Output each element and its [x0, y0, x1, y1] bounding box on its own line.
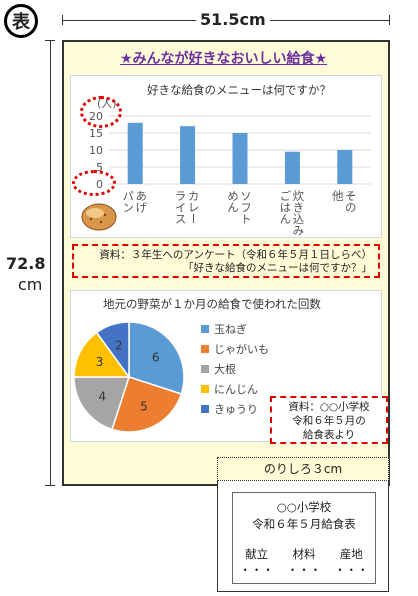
width-dim-tick-right: [389, 15, 390, 25]
height-dimension-line: [50, 40, 51, 486]
attached-school: ○○小学校: [276, 500, 332, 514]
glue-tab-label: のりしろ３cm: [263, 462, 343, 476]
bar-chart-title: 好きな給食のメニューは何ですか？: [147, 83, 331, 97]
legend-label: じゃがいも: [214, 343, 269, 356]
pie-data-label: 5: [140, 399, 148, 413]
pie-chart-title: 地元の野菜が１か月の給食で使われた回数: [103, 297, 321, 311]
legend-label: 大根: [214, 363, 236, 376]
legend-swatch: [201, 345, 209, 353]
legend-item: じゃがいも: [201, 339, 269, 359]
x-tick-label: その: [344, 190, 358, 213]
height-dim-tick-bottom: [45, 485, 55, 486]
height-unit: cm: [18, 275, 43, 294]
legend-label: 玉ねぎ: [214, 323, 247, 336]
pie-data-label: 2: [115, 339, 123, 353]
bar: [180, 126, 196, 184]
x-tick-label: ソフト: [239, 190, 253, 225]
attached-ellipsis: ・・・: [286, 563, 322, 577]
legend-item: 大根: [201, 359, 269, 379]
width-dim-tick-left: [62, 15, 63, 25]
bread-icon: [81, 203, 117, 231]
unit-highlight-ellipse: [80, 96, 122, 128]
pie-slice: [111, 376, 183, 433]
pie-slice: [73, 331, 131, 378]
x-tick-label: パン: [121, 190, 135, 213]
poster-title: ★みんなが好きなおいしい給食★: [120, 51, 328, 67]
pie-data-label: 3: [96, 355, 104, 369]
bar: [127, 122, 143, 184]
attached-columns: 献立 材料 産地: [233, 546, 375, 562]
pie-source-text: 資料：○○小学校 令和６年５月の 給食表より: [288, 401, 370, 441]
height-dim-tick-top: [45, 40, 55, 41]
bar-source-text: 資料：３年生へのアンケート（令和６年５月１日しらべ） 「好きな給食のメニューは何…: [99, 249, 372, 274]
y-tick-label: 15: [89, 127, 103, 140]
legend-swatch: [201, 405, 209, 413]
attached-ellipsis: ・・・: [239, 563, 274, 577]
x-tick-label: ライス: [174, 190, 188, 225]
attached-ellipsis: ・・・: [334, 563, 369, 577]
width-label: 51.5cm: [196, 10, 270, 29]
x-tick-label: あげ: [134, 190, 148, 213]
y-tick-label: 5: [96, 161, 103, 174]
attached-ellipses: ・・・ ・・・ ・・・: [233, 562, 375, 578]
legend-item: 玉ねぎ: [201, 319, 269, 339]
table-badge: 表: [4, 4, 38, 38]
attached-column-origin: 産地: [339, 547, 363, 561]
zero-highlight-ellipse: [72, 170, 116, 196]
legend-item: きゅうり: [201, 399, 269, 419]
attached-column-ingredients: 材料: [292, 547, 316, 561]
pie-slice: [128, 321, 185, 395]
x-tick-label: めん: [226, 190, 240, 213]
pie-chart-source: 資料：○○小学校 令和６年５月の 給食表より: [270, 396, 388, 444]
bar: [284, 151, 300, 184]
pie-slice: [95, 321, 130, 380]
legend-item: にんじん: [201, 379, 269, 399]
y-tick-label: 10: [89, 144, 103, 157]
x-tick-label: カレー: [187, 190, 201, 225]
pie-chart: 6 5 4 32: [73, 321, 185, 433]
legend-swatch: [201, 365, 209, 373]
pie-data-label: 4: [98, 389, 106, 403]
x-tick-label: ごはん: [278, 190, 292, 225]
x-tick-label: 炊き込み: [291, 190, 305, 236]
legend-label: にんじん: [214, 383, 258, 396]
pie-data-label: 6: [152, 351, 160, 365]
attached-sheet-inner: ○○小学校 令和６年５月給食表 献立 材料 産地 ・・・ ・・・ ・・・: [232, 492, 376, 584]
legend-label: きゅうり: [214, 403, 258, 416]
pie-slice: [73, 376, 131, 431]
bar-chart-panel: 好きな給食のメニューは何ですか？ 0 5 10 15 20 (人) あげ パン カレー ライス ソフ…: [70, 75, 382, 238]
attached-column-menu: 献立: [245, 547, 269, 561]
bar: [232, 133, 248, 184]
attached-subtitle: 令和６年５月給食表: [252, 517, 356, 531]
legend-swatch: [201, 385, 209, 393]
pie-legend: 玉ねぎじゃがいも大根にんじんきゅうり: [201, 319, 269, 419]
legend-swatch: [201, 325, 209, 333]
x-tick-label: 他: [331, 190, 345, 202]
bar: [337, 150, 353, 184]
bar-chart-source: 資料：３年生へのアンケート（令和６年５月１日しらべ） 「好きな給食のメニューは何…: [72, 244, 380, 278]
height-value: 72.8: [6, 254, 46, 273]
